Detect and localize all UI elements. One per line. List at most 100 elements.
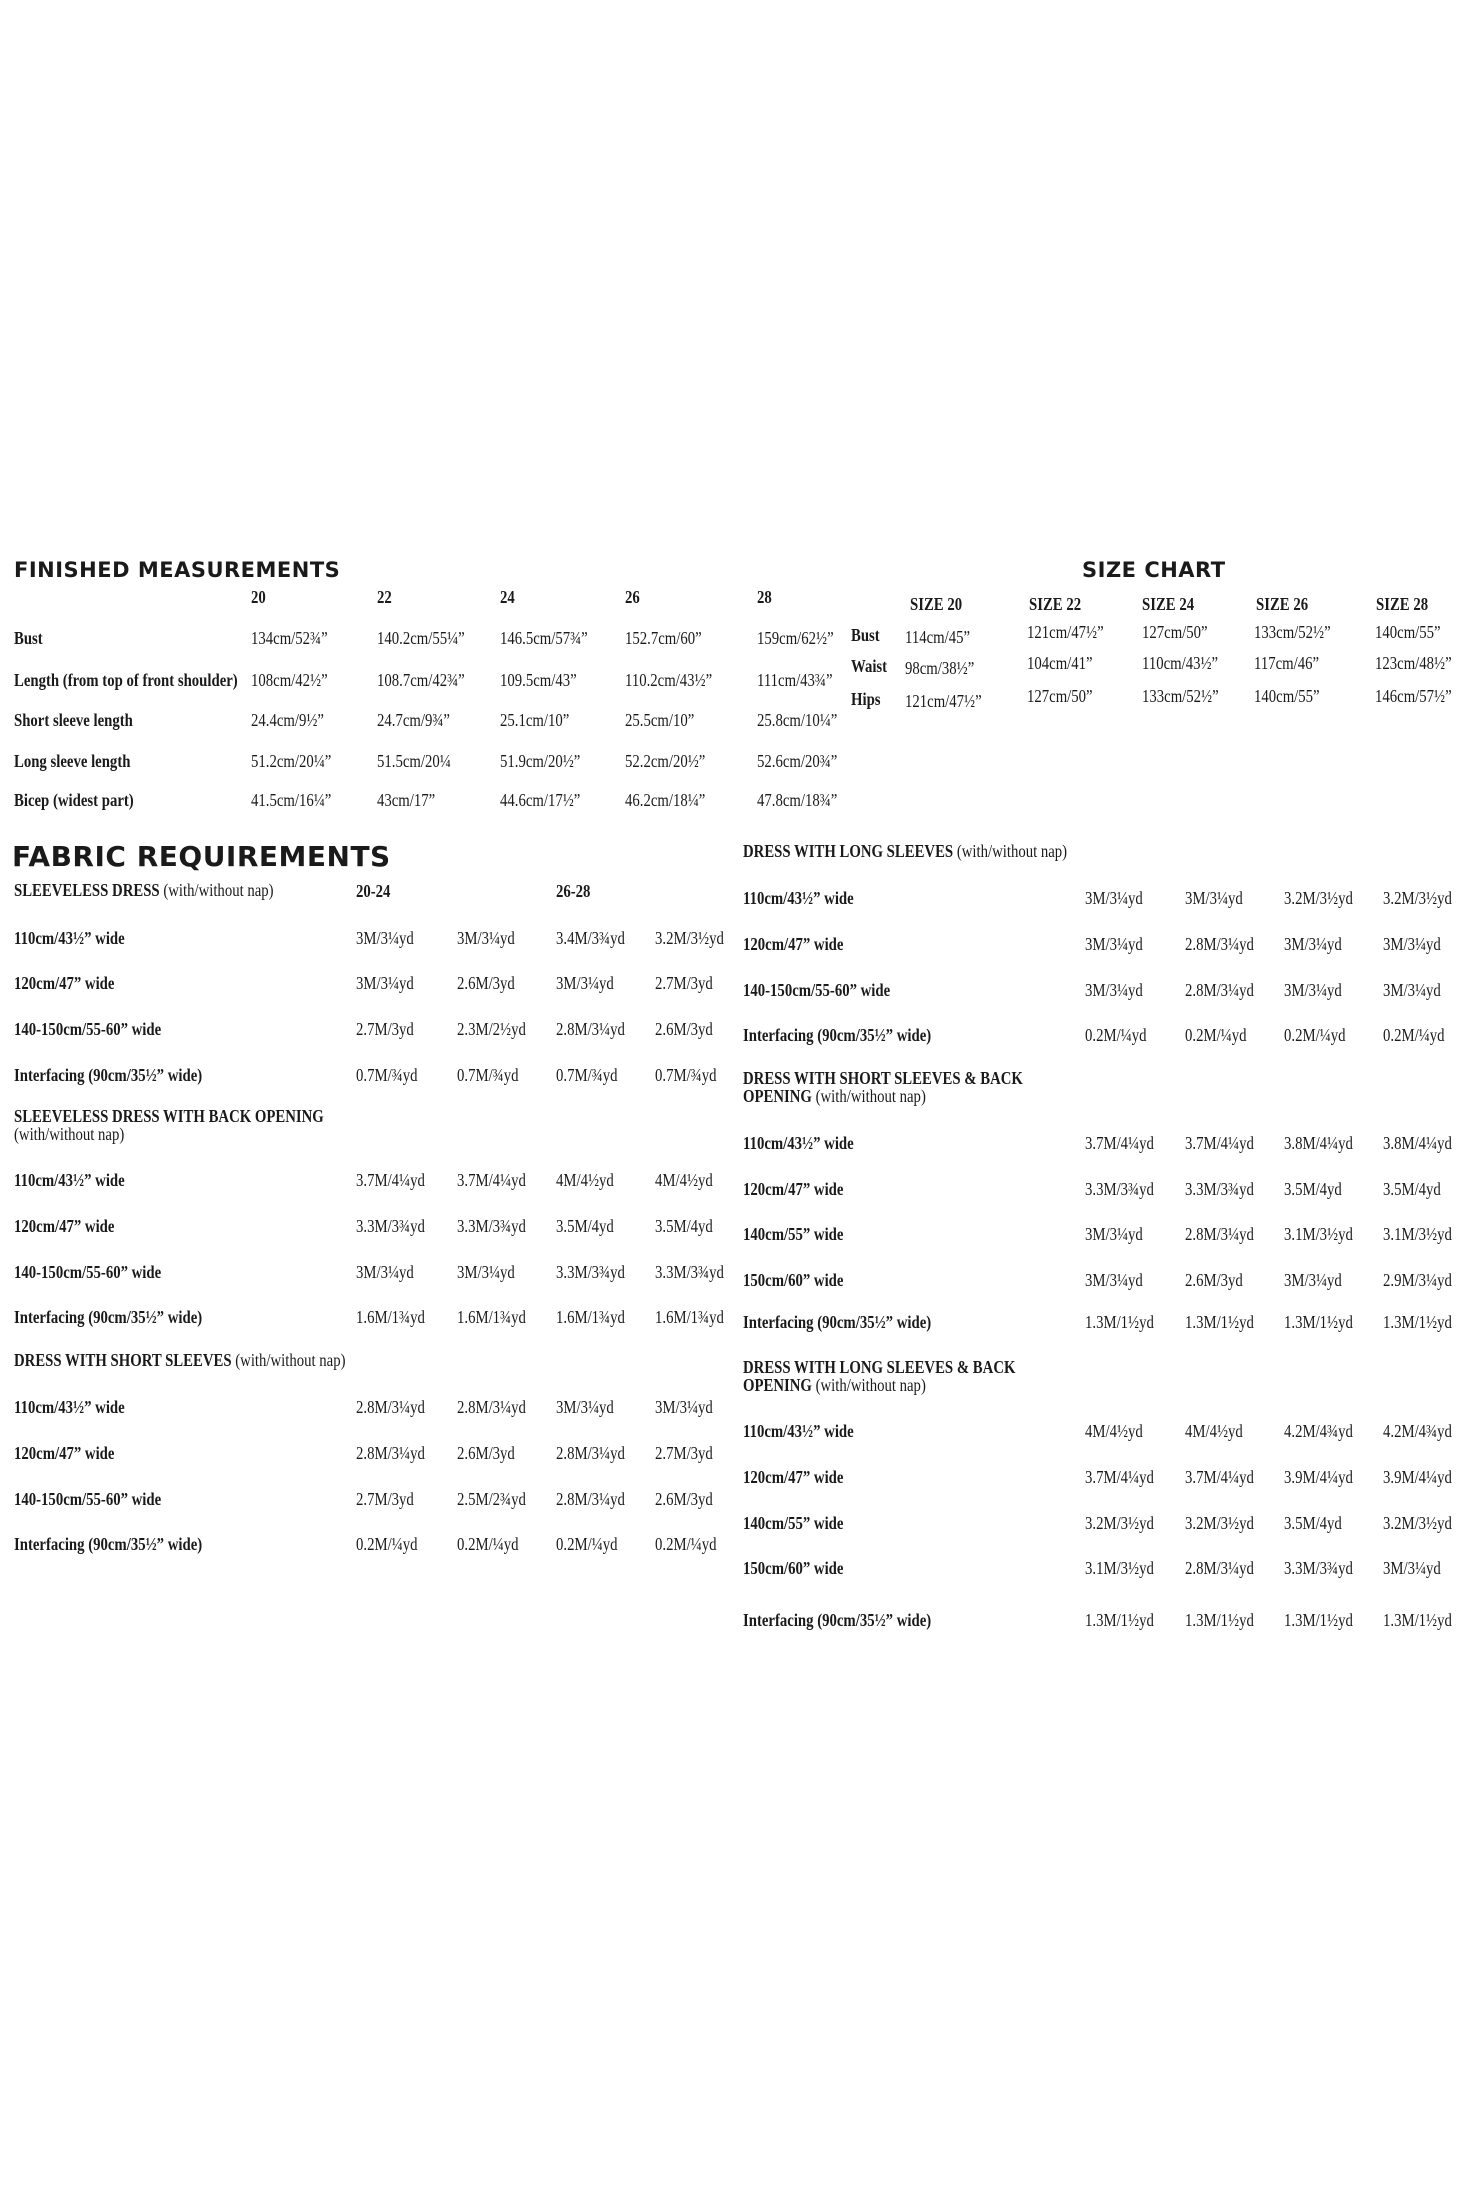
fabric-amount-cell: 2.6M/3yd [457,973,515,993]
fabric-amount-cell: 3.7M/4¼yd [1085,1467,1154,1487]
fabric-amount-cell: 1.6M/1¾yd [356,1307,425,1327]
size-header: SIZE 24 [1142,594,1195,614]
fabric-width-label: Interfacing (90cm/35½” wide) [14,1534,203,1554]
fabric-amount-cell: 2.8M/3¼yd [356,1397,425,1417]
fabric-amount-cell: 3.2M/3½yd [1185,1513,1254,1533]
fabric-amount-cell: 3M/3¼yd [356,928,414,948]
fabric-amount-cell: 3M/3¼yd [1085,1224,1143,1244]
fabric-width-label: 120cm/47” wide [743,1467,844,1487]
fabric-amount-cell: 0.7M/¾yd [655,1065,717,1085]
fabric-requirements-title: FABRIC REQUIREMENTS [12,840,391,873]
fabric-amount-cell: 3.8M/4¼yd [1383,1133,1452,1153]
fabric-amount-cell: 2.7M/3yd [655,1443,713,1463]
fabric-amount-cell: 3M/3¼yd [556,973,614,993]
fabric-amount-cell: 3M/3¼yd [1284,934,1342,954]
fabric-amount-cell: 2.8M/3¼yd [556,1443,625,1463]
section-title: DRESS WITH LONG SLEEVES & BACK OPENING [743,1357,1016,1395]
fabric-amount-cell: 4M/4½yd [655,1170,713,1190]
fabric-amount-cell: 3.2M/3½yd [1284,888,1353,908]
size-cell: 104cm/41” [1027,653,1093,673]
fabric-amount-cell: 2.8M/3¼yd [1185,934,1254,954]
fabric-width-label: 120cm/47” wide [743,934,844,954]
size-cell: 121cm/47½” [905,691,982,711]
fabric-amount-cell: 2.8M/3¼yd [556,1489,625,1509]
measurement-cell: 159cm/62½” [757,628,834,648]
fabric-amount-cell: 2.8M/3¼yd [1185,1558,1254,1578]
section-title: DRESS WITH LONG SLEEVES [743,841,954,861]
fabric-amount-cell: 1.3M/1½yd [1284,1312,1353,1332]
section-note: (with/without nap) [163,880,274,900]
fabric-width-label: Interfacing (90cm/35½” wide) [743,1610,932,1630]
fabric-amount-cell: 3M/3¼yd [1185,888,1243,908]
fabric-amount-cell: 3.4M/3¾yd [556,928,625,948]
fabric-amount-cell: 3M/3¼yd [1085,934,1143,954]
fabric-amount-cell: 3M/3¼yd [1284,1270,1342,1290]
section-note: (with/without nap) [235,1350,346,1370]
measurement-cell: 41.5cm/16¼” [251,790,332,810]
fabric-amount-cell: 0.7M/¾yd [556,1065,618,1085]
fabric-amount-cell: 0.7M/¾yd [457,1065,519,1085]
fabric-amount-cell: 3.7M/4¼yd [457,1170,526,1190]
fabric-amount-cell: 3.5M/4yd [556,1216,614,1236]
fabric-amount-cell: 2.8M/3¼yd [556,1019,625,1039]
fabric-amount-cell: 2.8M/3¼yd [457,1397,526,1417]
size-cell: 98cm/38½” [905,658,975,678]
measurement-cell: 109.5cm/43” [500,670,577,690]
row-label: Bicep (widest part) [14,790,134,810]
fabric-amount-cell: 1.3M/1½yd [1284,1610,1353,1630]
fabric-amount-cell: 0.7M/¾yd [356,1065,418,1085]
size-chart-title: SIZE CHART [1082,558,1226,582]
fabric-amount-cell: 3.5M/4yd [1284,1513,1342,1533]
fabric-width-label: 140-150cm/55-60” wide [14,1262,162,1282]
size-header: 28 [757,587,772,607]
row-label: Waist [851,656,888,676]
fabric-width-label: 110cm/43½” wide [743,1133,854,1153]
fabric-amount-cell: 3.2M/3½yd [1383,888,1452,908]
size-header: 22 [377,587,392,607]
fabric-amount-cell: 4M/4½yd [1185,1421,1243,1441]
fabric-amount-cell: 1.3M/1½yd [1185,1312,1254,1332]
fabric-amount-cell: 1.3M/1½yd [1185,1610,1254,1630]
fabric-width-label: 110cm/43½” wide [14,1170,125,1190]
row-label: Hips [851,689,881,709]
fabric-width-label: 150cm/60” wide [743,1558,844,1578]
fabric-amount-cell: 3.3M/3¾yd [1284,1558,1353,1578]
measurement-cell: 134cm/52¾” [251,628,328,648]
fabric-amount-cell: 2.6M/3yd [655,1489,713,1509]
fabric-amount-cell: 3M/3¼yd [457,1262,515,1282]
fabric-amount-cell: 3M/3¼yd [1284,980,1342,1000]
row-label: Length (from top of front shoulder) [14,670,238,690]
fabric-width-label: 110cm/43½” wide [14,928,125,948]
fabric-amount-cell: 3.7M/4¼yd [1185,1133,1254,1153]
measurement-cell: 108cm/42½” [251,670,328,690]
fabric-amount-cell: 0.2M/¼yd [1085,1025,1147,1045]
size-header: SIZE 22 [1029,594,1082,614]
measurement-cell: 52.6cm/20¾” [757,751,838,771]
section-heading: DRESS WITH LONG SLEEVES (with/without na… [743,842,1153,860]
fabric-amount-cell: 3.3M/3¾yd [655,1262,724,1282]
measurement-cell: 47.8cm/18¾” [757,790,838,810]
fabric-amount-cell: 2.3M/2½yd [457,1019,526,1039]
fabric-amount-cell: 1.6M/1¾yd [457,1307,526,1327]
fabric-width-label: 140-150cm/55-60” wide [14,1019,162,1039]
fabric-width-label: Interfacing (90cm/35½” wide) [743,1025,932,1045]
row-label: Bust [851,625,880,645]
fabric-amount-cell: 3.9M/4¼yd [1284,1467,1353,1487]
measurement-cell: 52.2cm/20½” [625,751,706,771]
size-header: SIZE 26 [1256,594,1309,614]
fabric-width-label: 140-150cm/55-60” wide [14,1489,162,1509]
fabric-amount-cell: 3.1M/3½yd [1085,1558,1154,1578]
fabric-amount-cell: 3.7M/4¼yd [1185,1467,1254,1487]
fabric-amount-cell: 2.9M/3¼yd [1383,1270,1452,1290]
measurement-cell: 25.1cm/10” [500,710,570,730]
measurement-cell: 108.7cm/42¾” [377,670,465,690]
fabric-amount-cell: 3.7M/4¼yd [356,1170,425,1190]
fabric-width-label: 120cm/47” wide [14,973,115,993]
fabric-amount-cell: 1.6M/1¾yd [655,1307,724,1327]
size-cell: 133cm/52½” [1142,686,1219,706]
fabric-amount-cell: 1.3M/1½yd [1085,1610,1154,1630]
fabric-width-label: Interfacing (90cm/35½” wide) [14,1307,203,1327]
fabric-amount-cell: 3.7M/4¼yd [1085,1133,1154,1153]
fabric-amount-cell: 3.3M/3¾yd [356,1216,425,1236]
section-note: (with/without nap) [815,1375,926,1395]
